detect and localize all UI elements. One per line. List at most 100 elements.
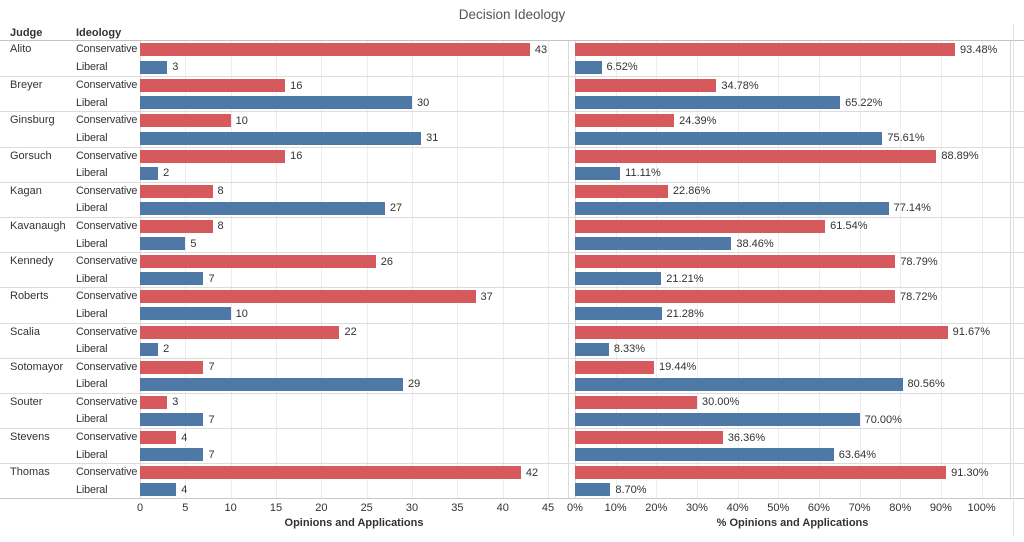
gridline bbox=[981, 41, 983, 499]
bar-value-label: 22.86% bbox=[672, 185, 711, 198]
liberal-bar[interactable] bbox=[140, 131, 422, 145]
conservative-bar[interactable] bbox=[140, 290, 476, 304]
liberal-bar[interactable] bbox=[575, 413, 860, 427]
liberal-bar[interactable] bbox=[140, 483, 177, 497]
liberal-bar[interactable] bbox=[575, 307, 662, 321]
liberal-bar[interactable] bbox=[575, 272, 662, 286]
judge-group-breyer: Breyer Conservative Liberal 16 30 34.78% 65.22… bbox=[0, 76, 1024, 111]
bar-value-label: 19.44% bbox=[659, 361, 697, 374]
conservative-bar[interactable] bbox=[575, 325, 948, 339]
liberal-bar[interactable] bbox=[140, 60, 168, 74]
conservative-bar[interactable] bbox=[140, 43, 530, 57]
ideology-label: Liberal bbox=[76, 413, 108, 426]
liberal-bar[interactable] bbox=[140, 307, 231, 321]
conservative-bar[interactable] bbox=[140, 149, 286, 163]
conservative-bar[interactable] bbox=[575, 219, 826, 233]
conservative-bar[interactable] bbox=[140, 255, 376, 269]
liberal-bar[interactable] bbox=[140, 377, 403, 391]
liberal-bar[interactable] bbox=[575, 60, 602, 74]
liberal-bar[interactable] bbox=[575, 448, 834, 462]
gridline bbox=[140, 41, 141, 499]
judge-group-ginsburg: Ginsburg Conservative Liberal 10 31 24.39% 75.… bbox=[0, 111, 1024, 146]
counts-panel-cell: 16 2 bbox=[140, 148, 568, 182]
conservative-bar[interactable] bbox=[140, 219, 213, 233]
bar-value-label: 4 bbox=[181, 431, 188, 444]
axis-tick-label: 70% bbox=[848, 502, 871, 515]
bar-value-label: 7 bbox=[208, 361, 215, 374]
conservative-bar[interactable] bbox=[140, 325, 340, 339]
conservative-bar[interactable] bbox=[575, 395, 697, 409]
conservative-bar[interactable] bbox=[140, 431, 177, 445]
bar-value-label: 43 bbox=[534, 43, 548, 56]
bar-value-label: 10 bbox=[235, 307, 248, 320]
bar-row: 11.11% bbox=[575, 165, 1010, 182]
bar-value-label: 75.61% bbox=[887, 132, 925, 145]
percent-panel-cell: 19.44% 80.56% bbox=[575, 359, 1010, 393]
ideology-label: Liberal bbox=[76, 272, 108, 285]
right-axis-ticks: 0% 10% 20% 30% 40% 50% 60% 70% 80% 90% 100% bbox=[567, 502, 1010, 515]
bar-value-label: 27 bbox=[389, 202, 403, 215]
conservative-bar[interactable] bbox=[575, 149, 937, 163]
liberal-bar[interactable] bbox=[140, 448, 204, 462]
conservative-bar[interactable] bbox=[575, 255, 896, 269]
counts-panel-cell: 7 29 bbox=[140, 359, 568, 393]
liberal-bar[interactable] bbox=[575, 96, 841, 110]
percent-panel-cell: 91.30% 8.70% bbox=[575, 464, 1010, 498]
bar-row: 7 bbox=[140, 446, 568, 463]
counts-panel-cell: 10 31 bbox=[140, 112, 568, 146]
conservative-bar[interactable] bbox=[575, 43, 956, 57]
conservative-bar[interactable] bbox=[575, 431, 723, 445]
bar-row: 8.33% bbox=[575, 341, 1010, 358]
bar-row: 78.72% bbox=[575, 288, 1010, 305]
bar-value-label: 65.22% bbox=[845, 96, 883, 109]
judge-column-header: Judge bbox=[10, 27, 43, 39]
conservative-bar[interactable] bbox=[575, 184, 668, 198]
liberal-bar[interactable] bbox=[140, 237, 186, 251]
ideology-labels: Conservative Liberal bbox=[72, 41, 140, 76]
liberal-bar[interactable] bbox=[140, 272, 204, 286]
bar-row: 30 bbox=[140, 94, 568, 111]
bar-value-label: 2 bbox=[163, 167, 170, 180]
liberal-bar[interactable] bbox=[140, 166, 159, 180]
liberal-bar[interactable] bbox=[575, 377, 903, 391]
judge-label: Kavanaugh bbox=[10, 219, 66, 232]
conservative-bar[interactable] bbox=[140, 395, 168, 409]
conservative-bar[interactable] bbox=[140, 79, 286, 93]
ideology-label: Conservative bbox=[76, 149, 138, 162]
liberal-bar[interactable] bbox=[140, 96, 413, 110]
conservative-bar[interactable] bbox=[575, 114, 675, 128]
liberal-bar[interactable] bbox=[575, 483, 611, 497]
liberal-bar[interactable] bbox=[140, 413, 204, 427]
bar-value-label: 2 bbox=[163, 343, 170, 356]
axis-tick-label: 40 bbox=[496, 502, 509, 515]
liberal-bar[interactable] bbox=[575, 342, 609, 356]
ideology-label: Liberal bbox=[76, 237, 108, 250]
bar-row: 29 bbox=[140, 376, 568, 393]
conservative-bar[interactable] bbox=[575, 290, 896, 304]
percent-panel-cell: 30.00% 70.00% bbox=[575, 394, 1010, 428]
conservative-bar[interactable] bbox=[575, 79, 717, 93]
bar-row: 10 bbox=[140, 305, 568, 322]
chart-title: Decision Ideology bbox=[458, 7, 566, 22]
bar-row: 3 bbox=[140, 394, 568, 411]
axis-tick-label: 60% bbox=[807, 502, 830, 515]
ideology-label: Conservative bbox=[76, 114, 138, 127]
bar-row: 38.46% bbox=[575, 235, 1010, 252]
liberal-bar[interactable] bbox=[575, 131, 883, 145]
liberal-bar[interactable] bbox=[140, 201, 385, 215]
counts-panel-cell: 42 4 bbox=[140, 464, 568, 498]
conservative-bar[interactable] bbox=[575, 466, 947, 480]
conservative-bar[interactable] bbox=[140, 466, 521, 480]
liberal-bar[interactable] bbox=[575, 201, 889, 215]
liberal-bar[interactable] bbox=[575, 166, 621, 180]
liberal-bar[interactable] bbox=[140, 342, 159, 356]
conservative-bar[interactable] bbox=[140, 114, 231, 128]
conservative-bar[interactable] bbox=[140, 360, 204, 374]
conservative-bar[interactable] bbox=[575, 360, 655, 374]
conservative-bar[interactable] bbox=[140, 184, 213, 198]
liberal-bar[interactable] bbox=[575, 237, 732, 251]
bar-value-label: 16 bbox=[290, 79, 303, 92]
bar-row: 70.00% bbox=[575, 411, 1010, 428]
